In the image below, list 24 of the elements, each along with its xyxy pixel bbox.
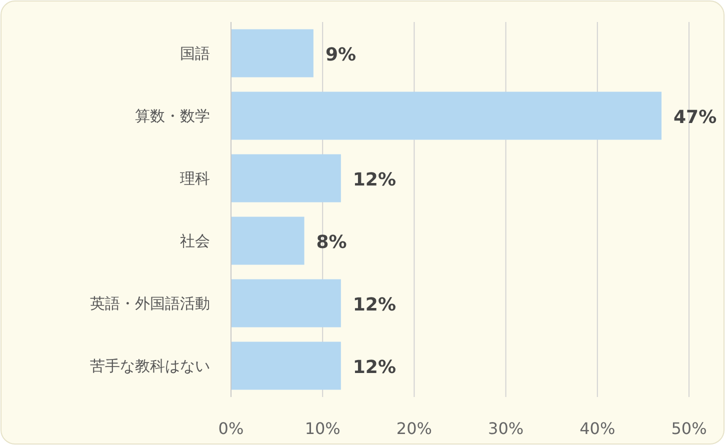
y-tick-label: 社会 xyxy=(180,232,210,250)
y-tick-label: 理科 xyxy=(180,169,210,188)
data-label: 12% xyxy=(352,356,396,378)
x-tick-label: 0% xyxy=(218,419,244,438)
y-tick-label: 英語・外国語活動 xyxy=(90,294,210,312)
x-tick-label: 10% xyxy=(304,419,340,438)
bar xyxy=(231,216,304,265)
bar xyxy=(231,154,341,202)
y-tick-label: 算数・数学 xyxy=(135,106,210,125)
x-tick-label: 50% xyxy=(671,419,707,438)
x-tick-label: 20% xyxy=(396,419,432,438)
bar xyxy=(231,92,662,140)
y-tick-label: 国語 xyxy=(180,44,210,62)
x-tick-label: 40% xyxy=(580,419,616,438)
data-label: 12% xyxy=(352,169,396,190)
x-tick-label: 30% xyxy=(488,419,524,438)
data-label: 47% xyxy=(674,106,717,128)
data-label: 12% xyxy=(352,294,396,316)
bar xyxy=(231,29,314,78)
bar xyxy=(231,342,341,390)
data-label: 9% xyxy=(325,44,356,66)
data-label: 8% xyxy=(316,232,347,253)
bar xyxy=(231,279,341,328)
y-tick-label: 苦手な教科はない xyxy=(90,356,210,375)
